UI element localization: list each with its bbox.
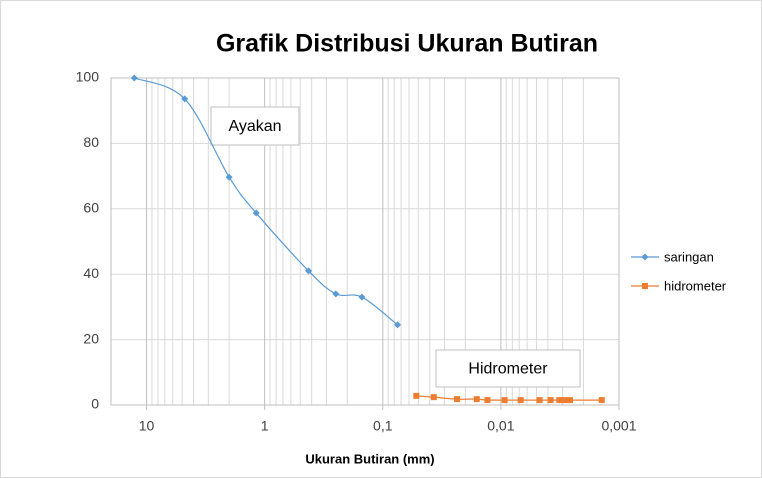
point <box>430 394 437 401</box>
point <box>547 397 554 404</box>
legend-label: saringan <box>664 249 714 264</box>
point <box>473 396 480 403</box>
point <box>181 95 189 103</box>
point <box>332 290 340 298</box>
chart-title: Grafik Distribusi Ukuran Butiran <box>216 30 598 58</box>
point <box>413 392 420 399</box>
annotation: Ayakan <box>228 118 281 135</box>
annotation-box <box>210 106 300 146</box>
point <box>598 397 605 404</box>
legend-marker <box>641 253 649 261</box>
x-tick-label: 0,01 <box>487 418 514 434</box>
x-tick-label: 0,001 <box>601 418 636 434</box>
annotation: Hidrometer <box>468 361 548 378</box>
x-tick-label: 1 <box>261 418 269 434</box>
series-line <box>134 77 398 326</box>
point <box>305 267 313 275</box>
point <box>536 397 543 404</box>
point <box>130 74 138 82</box>
point <box>252 209 260 217</box>
y-tick-label: 80 <box>83 134 99 150</box>
x-tick-label: 10 <box>139 418 155 434</box>
y-tick-label: 20 <box>83 330 99 346</box>
point <box>454 396 461 403</box>
point <box>566 397 573 404</box>
y-tick-label: 100 <box>76 69 100 85</box>
legend-marker <box>642 283 648 289</box>
x-tick-label: 0,1 <box>373 418 393 434</box>
y-tick-label: 0 <box>91 396 99 412</box>
point <box>561 397 568 404</box>
point <box>501 397 508 404</box>
legend-label: hidrometer <box>664 278 727 293</box>
point <box>225 173 233 181</box>
point <box>517 397 524 404</box>
annotation-box <box>435 349 581 388</box>
point <box>484 397 491 404</box>
y-tick-label: 60 <box>83 200 99 216</box>
y-tick-label: 40 <box>83 265 99 281</box>
point <box>394 321 402 329</box>
x-axis-title: Ukuran Butiran (mm) <box>305 451 434 466</box>
point <box>358 293 366 301</box>
point <box>556 397 563 404</box>
